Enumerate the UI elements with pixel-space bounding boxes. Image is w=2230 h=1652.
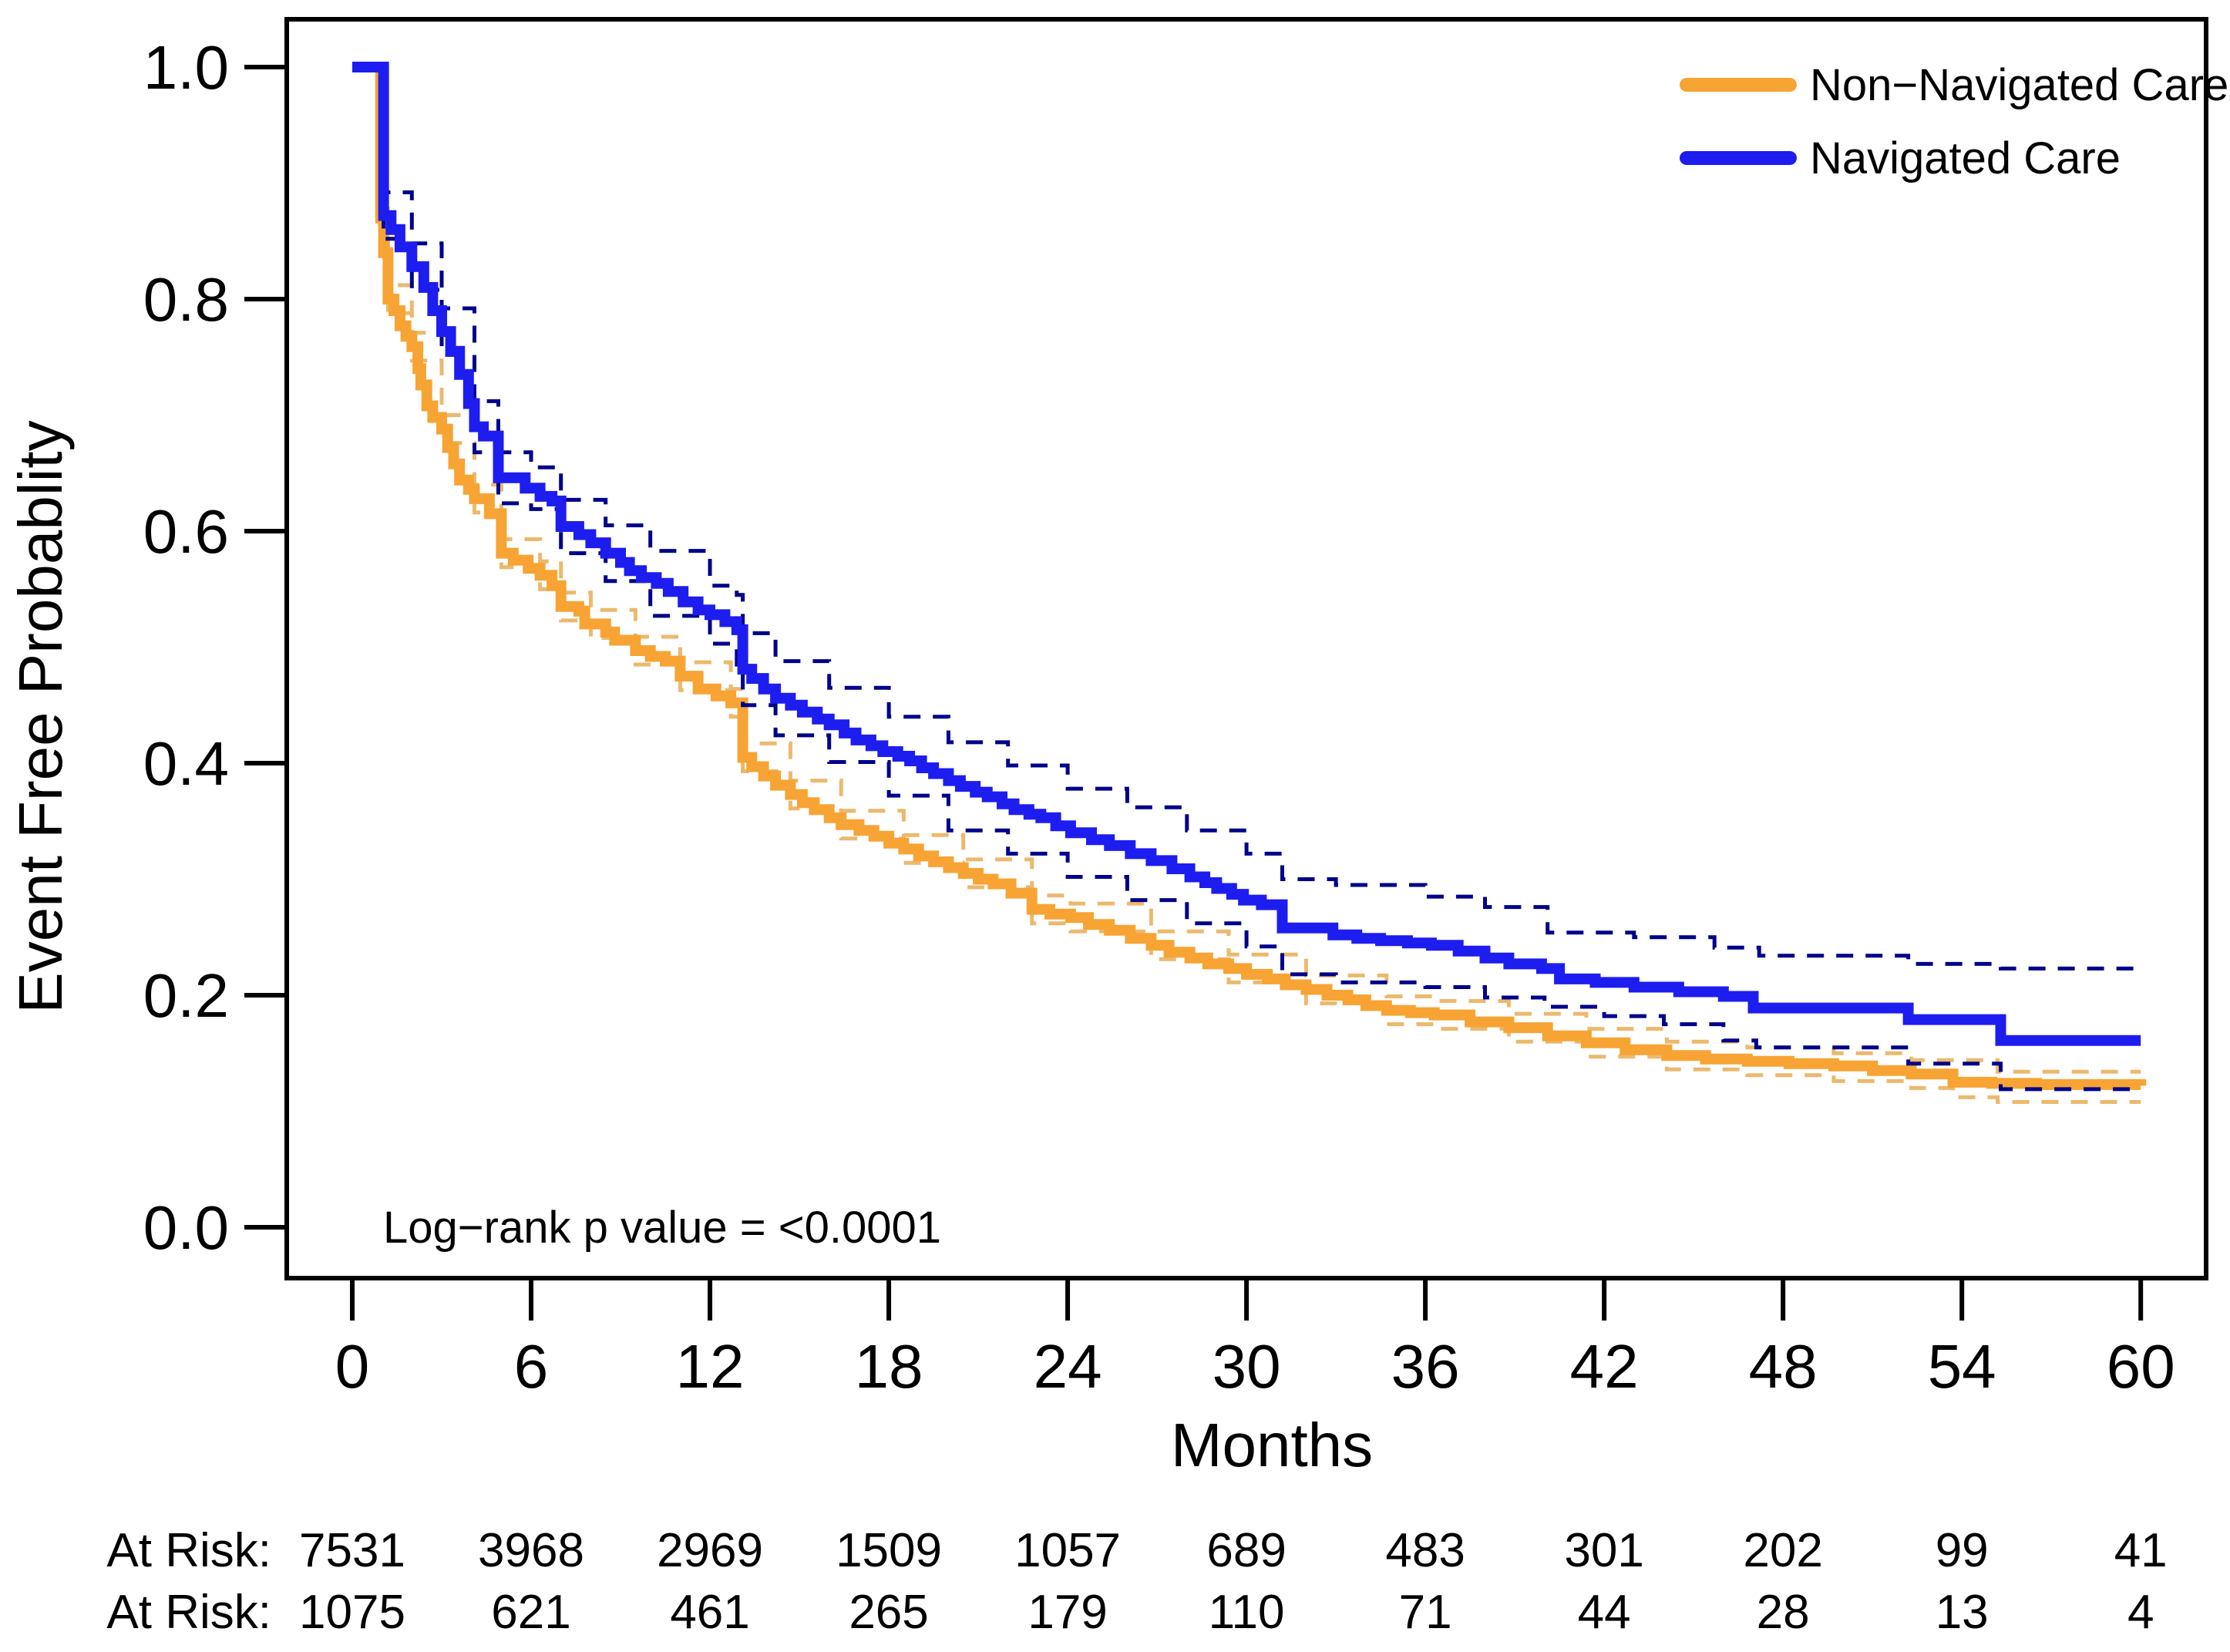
non-navigated-care-ci-upper-curve [352,65,2141,1074]
x-tick-label: 36 [1391,1332,1460,1401]
at-risk-value: 689 [1206,1524,1286,1577]
at-risk-value: 71 [1399,1586,1452,1639]
at-risk-value: 3968 [478,1524,584,1577]
at-risk-value: 1075 [299,1586,405,1639]
legend-label-non-navigated: Non−Navigated Care [1810,60,2228,110]
non-navigated-care-curve [352,62,2147,1090]
navigated-care-ci-upper-curve [352,65,2141,971]
at-risk-value: 7531 [299,1524,405,1577]
at-risk-value: 41 [2114,1524,2168,1577]
at-risk-row-label: At Risk: [106,1524,271,1577]
x-tick-label: 42 [1570,1332,1639,1401]
y-tick-label: 1.0 [143,33,229,102]
at-risk-value: 301 [1564,1524,1643,1577]
navigated-care-curve [352,62,2141,1046]
y-tick-label: 0.0 [143,1193,229,1262]
at-risk-value: 483 [1385,1524,1465,1577]
at-risk-value: 99 [1936,1524,1989,1577]
at-risk-value: 4 [2127,1586,2154,1639]
y-tick-label: 0.4 [143,729,229,798]
y-axis-title: Event Free Probablity [6,420,75,1013]
at-risk-value: 461 [670,1586,749,1639]
x-tick-label: 6 [514,1332,549,1401]
navigated-care-ci-lower-curve [352,65,2141,1092]
at-risk-value: 2969 [657,1524,763,1577]
at-risk-value: 179 [1028,1586,1107,1639]
x-tick-label: 24 [1034,1332,1102,1401]
at-risk-row-label: At Risk: [106,1586,271,1639]
at-risk-value: 1509 [836,1524,942,1577]
at-risk-value: 1057 [1014,1524,1121,1577]
at-risk-value: 44 [1578,1586,1631,1639]
x-tick-label: 48 [1749,1332,1818,1401]
x-axis-title: Months [1171,1411,1373,1479]
at-risk-value: 110 [1209,1586,1285,1639]
legend: Non−Navigated Care Navigated Care [1680,60,2228,183]
y-tick-label: 0.6 [143,497,229,566]
logrank-pvalue: Log−rank p value = <0.0001 [383,1203,941,1253]
x-tick-label: 18 [855,1332,923,1401]
y-tick-label: 0.2 [143,961,229,1030]
x-axis: 0 6 12 18 24 30 36 42 48 54 60 [335,1278,2175,1401]
legend-label-navigated: Navigated Care [1810,133,2121,183]
x-tick-label: 54 [1928,1332,1996,1401]
at-risk-value: 202 [1743,1524,1822,1577]
survival-curves [352,62,2147,1104]
at-risk-value: 265 [849,1586,928,1639]
x-tick-label: 30 [1213,1332,1281,1401]
x-tick-label: 0 [335,1332,370,1401]
x-tick-label: 12 [676,1332,745,1401]
at-risk-value: 621 [491,1586,570,1639]
y-tick-label: 0.8 [143,265,229,334]
y-axis: 1.0 0.8 0.6 0.4 0.2 0.0 [143,33,287,1262]
at-risk-table: At Risk: 7531 3968 2969 1509 1057 689 483 301 202… [106,1524,2167,1639]
at-risk-value: 28 [1757,1586,1810,1639]
at-risk-value: 13 [1936,1586,1989,1639]
x-tick-label: 60 [2107,1332,2175,1401]
